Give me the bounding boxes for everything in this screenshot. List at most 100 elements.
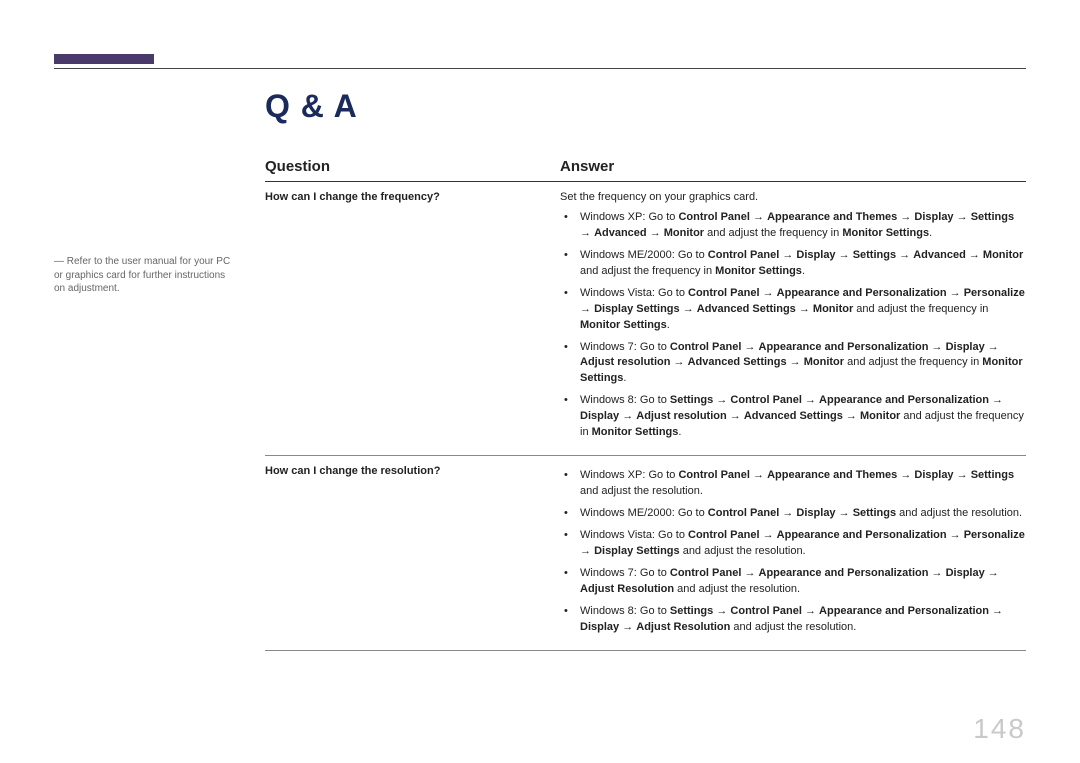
text: →	[796, 303, 813, 315]
bold-text: Settings	[853, 507, 896, 519]
bold-text: Appearance and Personalization	[759, 341, 929, 353]
answer-intro: Set the frequency on your graphics card.	[560, 190, 1026, 206]
text: →	[989, 394, 1003, 406]
text: →	[647, 227, 664, 239]
text: →	[802, 605, 819, 617]
table-row: How can I change the resolution? Windows …	[265, 456, 1026, 650]
list-item: Windows XP: Go to Control Panel → Appear…	[578, 468, 1026, 500]
table-header: Question Answer	[265, 158, 1026, 182]
text: →	[954, 469, 971, 481]
bold-text: Settings	[971, 211, 1014, 223]
text: Windows XP: Go to	[580, 211, 678, 223]
text: →	[619, 410, 636, 422]
list-item: Windows 8: Go to Settings → Control Pane…	[578, 604, 1026, 636]
bold-text: Advanced	[594, 227, 647, 239]
bold-text: Adjust Resolution	[580, 583, 674, 595]
bold-text: Appearance and Themes	[767, 211, 897, 223]
text: and adjust the resolution.	[896, 507, 1022, 519]
bold-text: Monitor	[664, 227, 704, 239]
text: .	[623, 372, 626, 384]
bold-text: Adjust resolution	[636, 410, 726, 422]
bold-text: Monitor Settings	[580, 319, 667, 331]
bold-text: Display	[796, 249, 835, 261]
text: →	[966, 249, 983, 261]
bold-text: Display	[796, 507, 835, 519]
bold-text: Personalize	[964, 287, 1025, 299]
bold-text: Control Panel	[678, 211, 750, 223]
list-item: Windows Vista: Go to Control Panel → App…	[578, 528, 1026, 560]
text: →	[713, 394, 730, 406]
top-rule	[54, 68, 1026, 69]
list-item: Windows 8: Go to Settings → Control Pane…	[578, 393, 1026, 441]
bold-text: Settings	[670, 394, 713, 406]
text: →	[727, 410, 744, 422]
text: Windows ME/2000: Go to	[580, 249, 708, 261]
question-cell: How can I change the resolution?	[265, 456, 560, 649]
text: →	[897, 211, 914, 223]
bold-text: Display	[580, 410, 619, 422]
text: Windows XP: Go to	[580, 469, 678, 481]
bold-text: Adjust Resolution	[636, 621, 730, 633]
bold-text: Control Panel	[688, 529, 760, 541]
text: and adjust the resolution.	[674, 583, 800, 595]
text: Windows ME/2000: Go to	[580, 507, 708, 519]
text: →	[670, 356, 687, 368]
text: →	[760, 529, 777, 541]
text: →	[713, 605, 730, 617]
bold-text: Display Settings	[594, 545, 680, 557]
bold-text: Control Panel	[730, 605, 802, 617]
bold-text: Appearance and Personalization	[759, 567, 929, 579]
answer-cell: Set the frequency on your graphics card.…	[560, 182, 1026, 455]
text: →	[787, 356, 804, 368]
bold-text: Display	[946, 567, 985, 579]
page-title: Q & A	[265, 88, 358, 125]
list-item: Windows ME/2000: Go to Control Panel → D…	[578, 248, 1026, 280]
text: →	[750, 211, 767, 223]
list-item: Windows Vista: Go to Control Panel → App…	[578, 286, 1026, 334]
text: →	[779, 249, 796, 261]
text: and adjust the resolution.	[680, 545, 806, 557]
bold-text: Display Settings	[594, 303, 680, 315]
text: →	[928, 567, 945, 579]
bold-text: Appearance and Personalization	[777, 529, 947, 541]
bold-text: Monitor	[860, 410, 900, 422]
bold-text: Appearance and Themes	[767, 469, 897, 481]
bold-text: Advanced Settings	[697, 303, 796, 315]
bold-text: Settings	[670, 605, 713, 617]
bold-text: Monitor	[813, 303, 853, 315]
text: and adjust the resolution.	[580, 485, 703, 497]
text: →	[843, 410, 860, 422]
bold-text: Adjust resolution	[580, 356, 670, 368]
accent-bar	[54, 54, 154, 64]
text: →	[896, 249, 913, 261]
text: and adjust the resolution.	[730, 621, 856, 633]
bold-text: Monitor Settings	[842, 227, 929, 239]
list-item: Windows ME/2000: Go to Control Panel → D…	[578, 506, 1026, 522]
bold-text: Display	[580, 621, 619, 633]
bold-text: Appearance and Personalization	[819, 605, 989, 617]
question-cell: How can I change the frequency?	[265, 182, 560, 455]
text: →	[985, 567, 999, 579]
bold-text: Monitor	[983, 249, 1023, 261]
text: →	[836, 249, 853, 261]
text: →	[928, 341, 945, 353]
text: →	[580, 227, 594, 239]
text: and adjust the frequency in	[580, 265, 715, 277]
text: and adjust the frequency in	[844, 356, 982, 368]
page: Q & A ― Refer to the user manual for you…	[0, 0, 1080, 763]
bold-text: Advanced Settings	[688, 356, 787, 368]
text: →	[680, 303, 697, 315]
text: →	[619, 621, 636, 633]
bold-text: Appearance and Personalization	[777, 287, 947, 299]
text: →	[741, 567, 758, 579]
answer-list: Windows XP: Go to Control Panel → Appear…	[560, 210, 1026, 441]
text: Windows Vista: Go to	[580, 287, 688, 299]
bold-text: Control Panel	[708, 507, 780, 519]
text: →	[580, 303, 594, 315]
text: →	[985, 341, 999, 353]
bold-text: Control Panel	[688, 287, 760, 299]
text: Windows 7: Go to	[580, 341, 670, 353]
text: →	[741, 341, 758, 353]
table-body: How can I change the frequency?Set the f…	[265, 182, 1026, 651]
text: →	[580, 545, 594, 557]
